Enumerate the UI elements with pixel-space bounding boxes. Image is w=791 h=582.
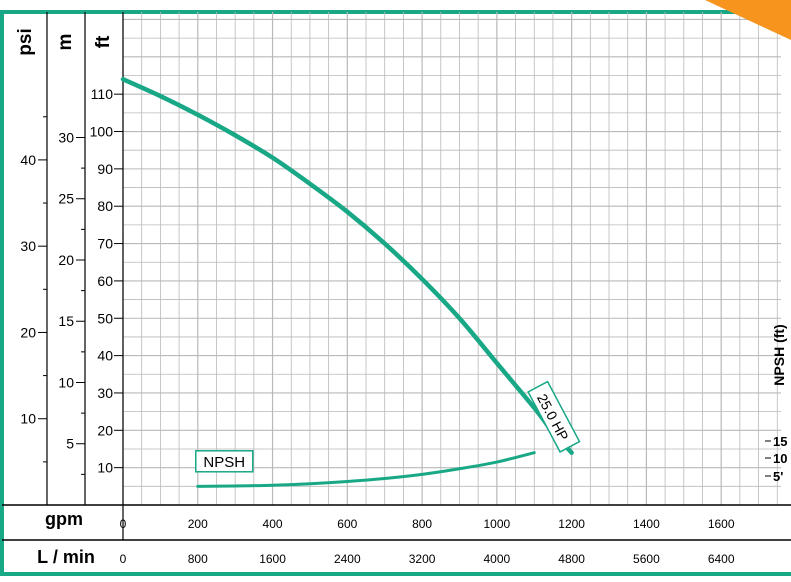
m-tick-label: 25: [58, 191, 74, 207]
pump-curve-25hp: [120, 76, 574, 455]
gpm-tick-label: 1000: [484, 517, 511, 531]
ft-tick-label: 80: [97, 198, 113, 214]
hp-label-box: [527, 380, 581, 453]
ft-tick-label: 10: [97, 460, 113, 476]
lmin-tick-label: 1600: [259, 552, 286, 566]
lmin-tick-label: 6400: [708, 552, 735, 566]
psi-axis-label: psi: [15, 28, 36, 55]
m-axis-label: m: [55, 34, 76, 51]
npsh-tick-label: 10: [773, 451, 787, 466]
npsh-curve: [196, 451, 536, 488]
m-tick-label: 30: [58, 129, 74, 145]
gpm-tick-label: 0: [120, 517, 127, 531]
npsh-tick-label: 15: [773, 434, 787, 449]
ft-tick-label: 90: [97, 161, 113, 177]
ft-tick-label: 110: [91, 86, 114, 102]
npsh-series-label: NPSH: [203, 454, 245, 471]
grid: [122, 12, 781, 506]
ft-tick-label: 20: [97, 422, 113, 438]
axis-titles: psi m ft gpm L / min NPSH (ft): [15, 28, 787, 567]
lmin-tick-label: 4800: [558, 552, 585, 566]
ft-tick-label: 50: [97, 310, 113, 326]
gpm-tick-label: 200: [188, 517, 208, 531]
ft-tick-label: 30: [97, 385, 113, 401]
corner-badge-shape: [705, 0, 791, 40]
gpm-axis-label: gpm: [45, 509, 83, 529]
chart-frame: [0, 10, 791, 576]
psi-tick-label: 30: [20, 238, 36, 254]
gpm-tick-label: 600: [337, 517, 357, 531]
corner-badge: [705, 0, 791, 40]
ft-tick-label: 100: [90, 124, 114, 140]
npsh-tick-label: 5': [773, 469, 783, 484]
gpm-tick-label: 1200: [558, 517, 585, 531]
m-tick-label: 15: [58, 313, 74, 329]
lmin-tick-label: 5600: [633, 552, 660, 566]
lmin-tick-label: 4000: [484, 552, 511, 566]
psi-tick-label: 10: [20, 411, 36, 427]
gpm-tick-label: 1400: [633, 517, 660, 531]
npsh-axis-label: NPSH (ft): [771, 324, 787, 385]
psi-tick-label: 40: [20, 152, 36, 168]
gpm-tick-label: 1600: [708, 517, 735, 531]
lmin-tick-label: 800: [188, 552, 208, 566]
npsh-label-box: [195, 450, 254, 473]
ft-tick-label: 70: [97, 236, 113, 252]
tick-labels: 1020304050607080901001105101520253010203…: [20, 86, 787, 566]
gpm-tick-label: 400: [263, 517, 283, 531]
lmin-tick-label: 0: [120, 552, 127, 566]
ft-axis-label: ft: [93, 35, 114, 48]
m-tick-label: 5: [66, 436, 74, 452]
m-tick-label: 10: [58, 374, 74, 390]
m-tick-label: 20: [58, 252, 74, 268]
psi-tick-label: 20: [20, 324, 36, 340]
ft-tick-label: 60: [97, 273, 113, 289]
gpm-tick-label: 800: [412, 517, 432, 531]
lmin-tick-label: 2400: [334, 552, 361, 566]
ft-tick-label: 40: [97, 348, 113, 364]
lmin-tick-label: 3200: [409, 552, 436, 566]
axes: [2, 12, 791, 541]
lmin-axis-label: L / min: [37, 547, 95, 567]
